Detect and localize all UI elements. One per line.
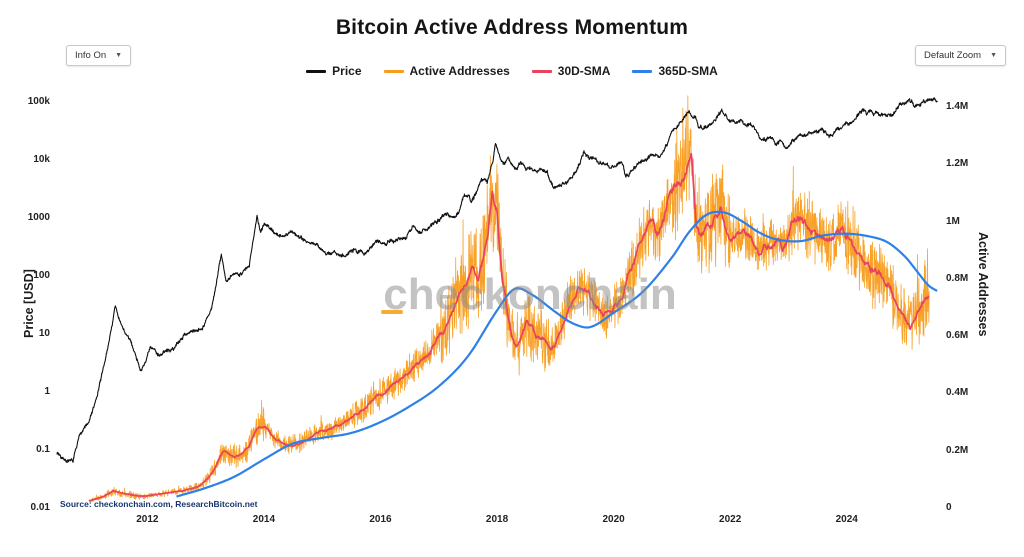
- x-axis-tick-label: 2022: [719, 514, 742, 525]
- x-axis-tick-label: 2014: [252, 514, 276, 525]
- y-left-tick-label: 1: [44, 385, 50, 397]
- x-axis-tick-label: 2012: [136, 514, 159, 525]
- y-right-tick-label: 1M: [946, 215, 960, 227]
- y-right-tick-label: 0.2M: [946, 444, 969, 456]
- y-left-tick-label: 0.01: [30, 502, 50, 513]
- y-right-tick-label: 0.4M: [946, 387, 969, 399]
- y-right-tick-label: 0.6M: [946, 330, 969, 342]
- y-left-tick-label: 0.1: [36, 443, 50, 455]
- watermark-underline: [381, 310, 403, 314]
- x-axis-tick-label: 2018: [485, 514, 509, 525]
- y-left-tick-label: 1000: [27, 211, 50, 223]
- y-left-tick-label: 10k: [33, 153, 50, 165]
- x-axis-tick-label: 2016: [369, 514, 392, 525]
- y-left-tick-label: 100: [33, 269, 50, 281]
- y-right-tick-label: 1.2M: [946, 158, 969, 170]
- x-axis-tick-label: 2020: [602, 514, 625, 525]
- y-right-tick-label: 0: [946, 502, 952, 513]
- source-attribution: Source: checkonchain.com, ResearchBitcoi…: [60, 499, 258, 509]
- x-axis-tick-label: 2024: [835, 514, 858, 525]
- y-right-tick-label: 0.8M: [946, 272, 969, 284]
- y-left-tick-label: 100k: [27, 95, 50, 107]
- y-left-tick-label: 10: [38, 327, 50, 339]
- y-right-tick-label: 1.4M: [946, 101, 969, 113]
